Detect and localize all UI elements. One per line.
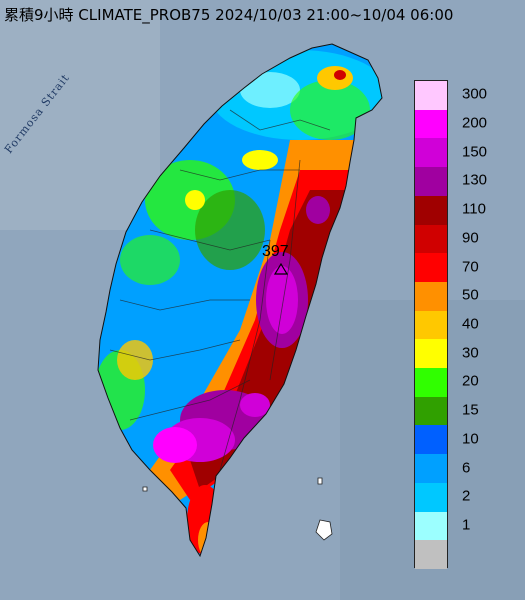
legend-label: 30	[462, 344, 479, 362]
triangle-marker-icon	[274, 263, 288, 275]
rain-core-central-inner	[266, 266, 298, 334]
legend-swatch	[415, 339, 447, 369]
rain-field-west-green2	[120, 235, 180, 285]
legend-label: 130	[462, 171, 488, 189]
legend-label: 6	[462, 459, 471, 477]
legend-label: 50	[462, 286, 479, 304]
rain-core-north	[306, 196, 330, 224]
mainland-terrain	[0, 0, 160, 230]
taiwan-coastline	[97, 43, 383, 558]
legend-label: 2	[462, 487, 471, 505]
lanyu-island	[315, 519, 333, 541]
map-title: 累積9小時 CLIMATE_PROB75 2024/10/03 21:00~10…	[4, 6, 454, 24]
rain-field-ne-yellow	[317, 66, 353, 90]
legend-label: 10	[462, 430, 479, 448]
rain-field-ne-red	[334, 70, 346, 80]
legend-swatch	[415, 195, 447, 226]
legend-swatch	[415, 310, 447, 340]
color-legend	[414, 80, 448, 570]
legend-swatch	[415, 454, 447, 484]
legend-label: 110	[462, 200, 486, 218]
rain-field-central-green	[195, 190, 265, 270]
legend-label: 200	[462, 114, 488, 132]
rain-field-sw-yellow	[117, 340, 153, 380]
legend-swatch	[415, 425, 447, 455]
legend-swatch	[415, 253, 447, 283]
rain-field-yellow-2	[185, 190, 205, 210]
peak-value-label: 397	[262, 243, 289, 260]
legend-swatch	[415, 540, 447, 570]
legend-label: 1	[462, 516, 471, 534]
legend-swatch	[415, 396, 447, 426]
legend-label: 40	[462, 315, 479, 333]
legend-swatch	[415, 224, 447, 254]
legend-label: 20	[462, 372, 479, 390]
county-boundaries	[109, 109, 331, 471]
ludao-island	[317, 477, 323, 485]
rain-field-ne-green	[290, 80, 370, 140]
legend-swatch	[415, 482, 447, 513]
legend-swatch	[415, 109, 447, 139]
rain-core-south-east	[240, 393, 270, 417]
legend-label: 15	[462, 401, 479, 419]
legend-label: 150	[462, 143, 488, 161]
legend-label: 70	[462, 258, 479, 276]
rainfall-fields	[98, 50, 382, 556]
legend-swatch	[415, 368, 447, 398]
xiaoliuqiu-island	[142, 486, 148, 492]
legend-label: 90	[462, 229, 479, 247]
rain-field-north-light	[240, 72, 300, 108]
legend-swatch	[415, 138, 447, 168]
rain-field-yellow-1	[242, 150, 278, 170]
legend-label: 300	[462, 85, 488, 103]
legend-swatch	[415, 511, 447, 541]
rain-core-southwest	[153, 427, 197, 463]
legend-swatch	[415, 167, 447, 197]
legend-swatch	[415, 81, 447, 111]
legend-swatch	[415, 281, 447, 312]
